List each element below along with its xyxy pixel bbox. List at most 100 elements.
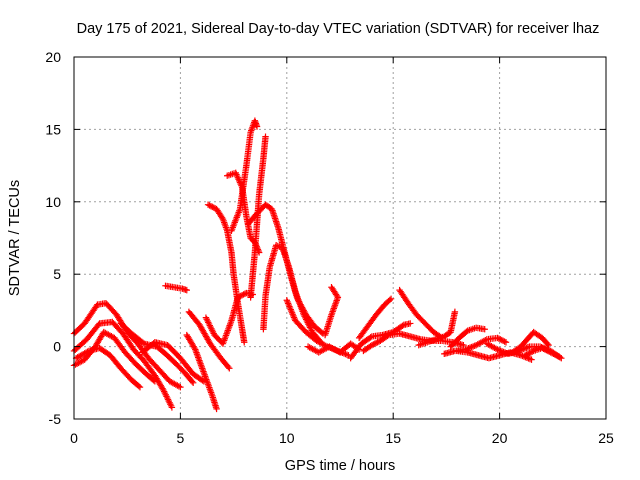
series-arc-6 [162, 282, 190, 294]
data-point [175, 383, 183, 390]
data-point [399, 322, 406, 329]
data-point [368, 341, 376, 349]
data-point [213, 405, 220, 413]
series-arc-8 [183, 331, 220, 413]
data-point [225, 363, 232, 371]
data-point [386, 296, 393, 304]
x-tick-label: 20 [492, 430, 508, 446]
data-point [168, 404, 176, 411]
data-point [238, 291, 246, 299]
data-point [543, 347, 550, 354]
data-point [555, 353, 563, 360]
data-point [524, 344, 532, 351]
data-point [495, 335, 503, 342]
data-point [139, 339, 147, 346]
series-arc-3 [70, 328, 159, 385]
data-point [554, 352, 561, 360]
data-point [370, 341, 377, 348]
data-point [524, 350, 532, 358]
series-arc-14 [247, 133, 269, 301]
data-point [544, 340, 551, 348]
data-point [550, 350, 557, 358]
y-tick-label: 5 [53, 266, 61, 282]
data-point [329, 285, 336, 292]
series-arc-17 [283, 297, 352, 359]
data-point [498, 336, 505, 344]
chart-title: Day 175 of 2021, Sidereal Day-to-day VTE… [77, 21, 600, 37]
data-point [206, 202, 213, 209]
data-point [540, 345, 547, 352]
y-tick-label: -5 [49, 411, 62, 427]
y-tick-label: 0 [53, 339, 61, 355]
data-point [546, 348, 553, 355]
data-point [495, 346, 503, 354]
series-arc-4 [72, 344, 144, 391]
data-point [545, 341, 552, 349]
data-point [526, 349, 533, 357]
series-arc-16 [260, 242, 325, 346]
x-tick-label: 25 [598, 430, 614, 446]
data-point [204, 201, 212, 208]
data-point [541, 346, 549, 353]
data-point [210, 204, 217, 211]
data-point [189, 379, 197, 386]
data-point [407, 320, 414, 327]
x-tick-label: 5 [177, 430, 185, 446]
x-tick-label: 10 [279, 430, 295, 446]
series-arc-2 [70, 318, 176, 411]
data-point [471, 342, 478, 349]
data-point [547, 349, 554, 356]
data-point [523, 351, 530, 358]
data-point [527, 349, 535, 356]
data-point [494, 334, 501, 342]
data-point [497, 336, 504, 343]
series-arc-10 [202, 289, 256, 347]
data-point [553, 352, 560, 359]
series-arc-9 [185, 308, 233, 372]
series-arc-30 [521, 344, 563, 360]
data-point [199, 377, 206, 384]
y-axis-label: SDTVAR / TECUs [7, 180, 23, 296]
data-point [521, 345, 529, 352]
data-point [207, 202, 215, 210]
data-point [469, 343, 477, 350]
series-arc-24 [415, 308, 459, 349]
series-arc-19 [321, 284, 342, 339]
data-points [70, 117, 565, 413]
data-point [136, 383, 144, 391]
x-tick-label: 0 [70, 430, 78, 446]
data-point [177, 383, 184, 391]
data-point [240, 291, 247, 298]
x-tick-label: 15 [385, 430, 401, 446]
data-point [374, 339, 381, 346]
data-point [466, 344, 474, 351]
data-point [498, 348, 506, 355]
data-point [191, 344, 198, 352]
y-tick-label: 10 [45, 194, 61, 210]
data-point [538, 344, 546, 352]
data-point [241, 339, 248, 346]
data-point [253, 123, 261, 130]
data-point [481, 326, 488, 333]
data-point [226, 365, 233, 372]
data-point [209, 203, 216, 211]
data-point [521, 352, 529, 359]
data-point [501, 338, 508, 345]
data-point [463, 345, 471, 353]
data-point [318, 329, 325, 336]
data-point [135, 382, 142, 390]
data-point [343, 351, 351, 358]
data-point [494, 346, 501, 353]
data-point [183, 286, 190, 294]
data-point [544, 347, 552, 355]
series-arc-1 [70, 299, 184, 391]
data-point [188, 378, 196, 385]
series-arc-26 [447, 324, 488, 350]
data-point [262, 133, 269, 140]
data-point [468, 343, 475, 351]
y-tick-label: 20 [45, 49, 61, 65]
data-point [367, 334, 374, 341]
data-point [372, 339, 380, 347]
data-point [519, 352, 526, 360]
x-axis-label: GPS time / hours [285, 458, 395, 474]
